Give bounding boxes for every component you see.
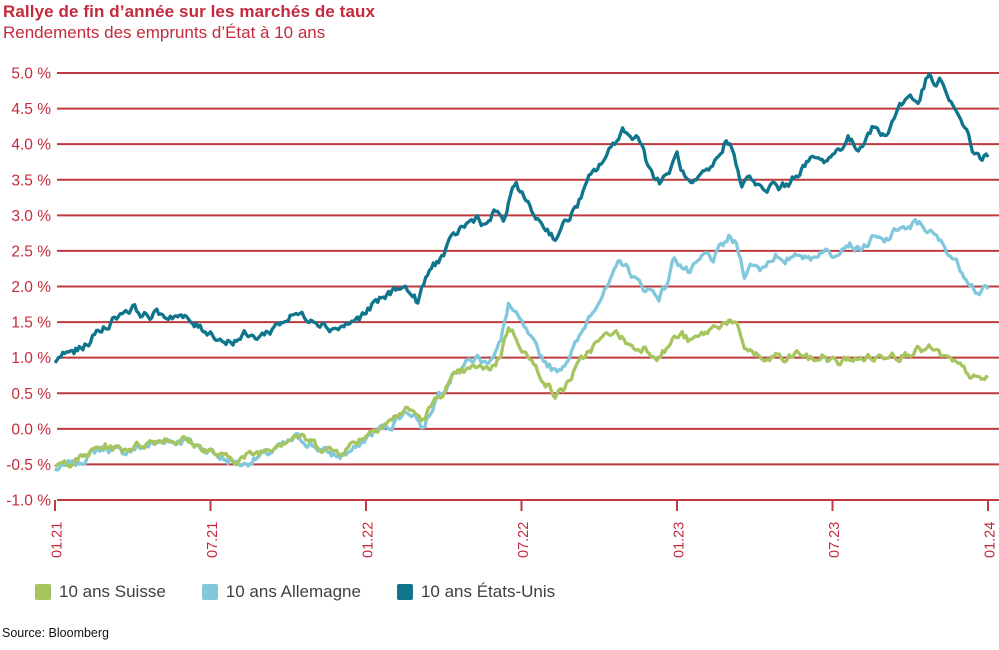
- y-axis-tick-label: 1.0 %: [11, 350, 51, 367]
- y-axis-tick-label: 2.0 %: [11, 279, 51, 296]
- y-axis-tick-label: -0.5 %: [6, 457, 51, 474]
- x-axis-tick-label: 01.22: [361, 522, 377, 558]
- x-axis-tick-label: 07.21: [205, 522, 221, 558]
- chart-subtitle: Rendements des emprunts d’État à 10 ans: [3, 23, 326, 42]
- y-axis-tick-label: 0.0 %: [11, 421, 51, 438]
- legend-item-allemagne: 10 ans Allemagne: [201, 582, 361, 602]
- legend-item-suisse: 10 ans Suisse: [35, 582, 166, 602]
- legend-label-suisse: 10 ans Suisse: [59, 582, 166, 601]
- chart-legend: 10 ans Suisse 10 ans Allemagne 10 ans Ét…: [35, 582, 555, 602]
- x-axis-tick-label: 07.22: [516, 522, 532, 558]
- legend-item-etats-unis: 10 ans États-Unis: [396, 582, 556, 602]
- chart-title: Rallye de fin d’année sur les marchés de…: [3, 2, 376, 21]
- legend-swatch-etats-unis: [396, 584, 413, 600]
- legend-label-allemagne: 10 ans Allemagne: [225, 582, 361, 601]
- series-line-0: [53, 318, 989, 469]
- y-axis-tick-label: 3.0 %: [11, 208, 51, 225]
- series-line-1: [54, 217, 990, 472]
- y-axis-tick-label: 2.5 %: [11, 243, 51, 260]
- y-axis-tick-label: 3.5 %: [11, 172, 51, 189]
- y-axis-tick-label: 4.0 %: [11, 137, 51, 154]
- yield-line-chart: 5.0 % 4.5 % 4.0 % 3.5 % 3.0 % 2.5 % 2.0 % 1.5 %…: [6, 66, 999, 558]
- x-axis-tick-label: 07.23: [827, 522, 843, 558]
- y-axis-tick-label: 5.0 %: [11, 66, 51, 83]
- y-axis-tick-label: 4.5 %: [11, 101, 51, 118]
- legend-swatch-suisse: [35, 584, 51, 600]
- series-line-2: [53, 72, 990, 364]
- source-note: Source: Bloomberg: [2, 626, 110, 640]
- x-axis-tick-label: 01.21: [50, 522, 66, 558]
- legend-label-etats-unis: 10 ans États-Unis: [420, 582, 556, 601]
- legend-swatch-allemagne: [201, 584, 218, 600]
- y-axis-tick-label: 1.5 %: [11, 315, 51, 332]
- y-axis-tick-label: 0.5 %: [11, 386, 51, 403]
- y-axis-tick-label: -1.0 %: [6, 493, 51, 510]
- x-axis-tick-label: 01.24: [983, 522, 999, 558]
- x-axis-tick-label: 01.23: [672, 522, 688, 558]
